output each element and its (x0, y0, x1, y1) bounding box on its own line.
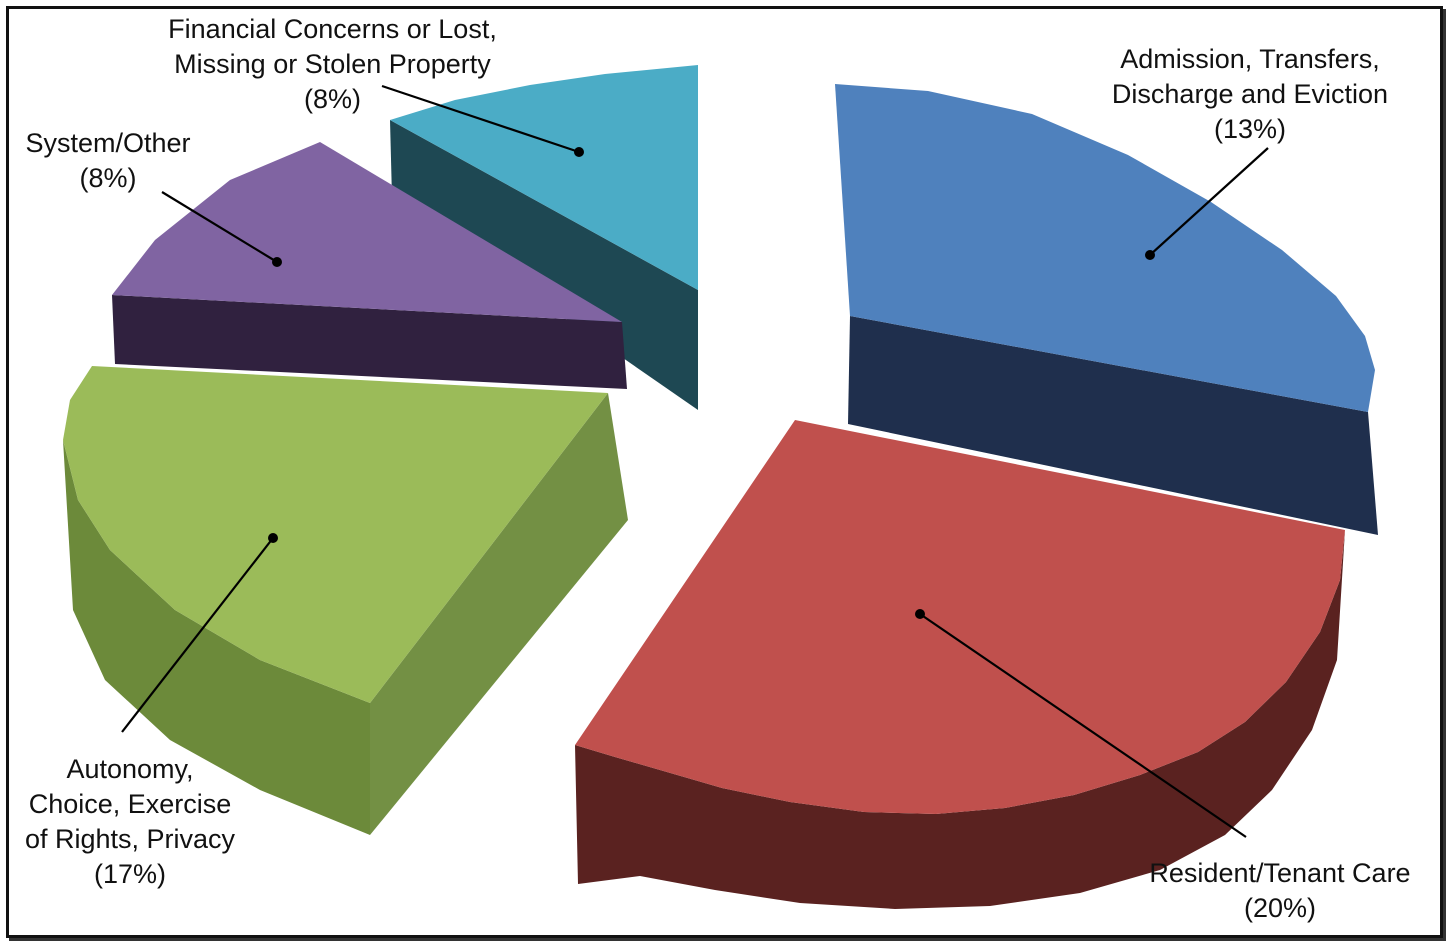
leader-line-1 (919, 613, 1247, 838)
leader-dot-0 (1145, 250, 1155, 260)
slice-side-3 (112, 295, 627, 389)
slice-side-0 (848, 316, 1378, 535)
leader-dot-3 (272, 257, 282, 267)
slice-label-0: Admission, Transfers, Discharge and Evic… (1111, 44, 1389, 144)
leader-dot-4 (574, 147, 584, 157)
leader-line-4 (381, 84, 580, 154)
slice-top-0 (835, 84, 1375, 412)
slice-top-3 (112, 142, 622, 322)
slice-side-inner-2 (370, 393, 628, 835)
slice-label-3: System/Other (8%) (25, 128, 191, 193)
slice-top-1 (575, 420, 1345, 814)
slice-top-4 (390, 65, 698, 290)
leader-line-0 (1149, 147, 1269, 256)
slice-side-2 (63, 440, 370, 835)
leader-dot-1 (915, 609, 925, 619)
slice-label-1: Resident/Tenant Care (20%) (1149, 858, 1411, 923)
slice-side-1 (575, 530, 1345, 909)
leader-line-3 (161, 191, 278, 263)
slice-label-2: Autonomy, Choice, Exercise of Rights, Pr… (24, 754, 236, 889)
leader-line-2 (121, 537, 274, 733)
leader-dot-2 (268, 533, 278, 543)
slice-top-2 (63, 366, 608, 703)
slice-label-4: Financial Concerns or Lost, Missing or S… (168, 14, 497, 114)
